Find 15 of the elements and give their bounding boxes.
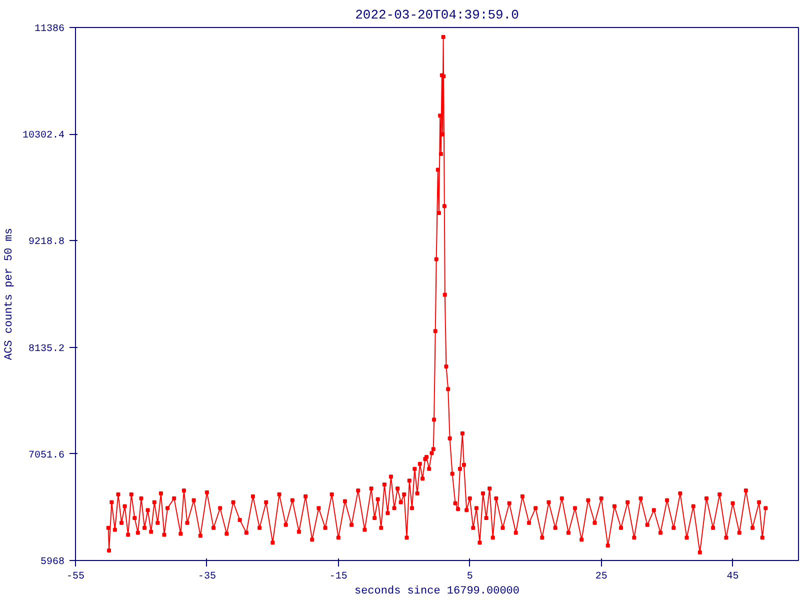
y-tick-label: 9218.8 [28,237,65,248]
x-tick-label: -55 [66,572,85,582]
chart-title: 2022-03-20T04:39:59.0 [355,8,519,22]
x-tick-label: 5 [466,572,473,582]
x-tick-label: -15 [329,572,348,582]
y-tick-label: 8135.2 [28,344,65,355]
y-tick-label: 10302.4 [22,130,65,142]
x-axis-title: seconds since 16799.00000 [354,586,520,598]
x-tick-label: 25 [595,572,608,582]
y-axis-title: ACS counts per 50 ms [3,228,16,360]
y-tick-label: 11386 [34,24,65,35]
x-tick-label: 45 [726,572,739,582]
x-tick-label: -35 [198,572,216,582]
y-tick-label: 7051.6 [28,450,65,462]
y-tick-label: 5968 [40,557,65,568]
